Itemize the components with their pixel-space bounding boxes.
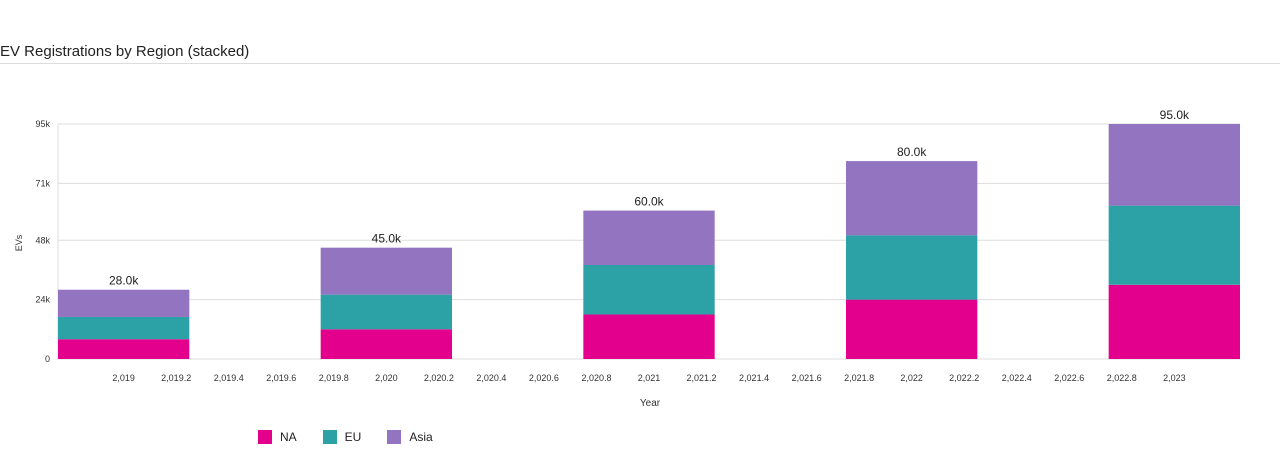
legend-swatch <box>322 430 337 444</box>
total-label: 95.0k <box>1160 108 1190 122</box>
total-label: 60.0k <box>634 195 664 209</box>
bar-na-2020[interactable] <box>320 329 452 359</box>
x-tick-label: 2,021.8 <box>844 373 874 383</box>
bar-eu-2019[interactable] <box>58 316 190 340</box>
chart-header: EV Registrations by Region (stacked) <box>0 0 1280 64</box>
x-tick-label: 2,019.4 <box>214 373 244 383</box>
x-tick-label: 2,021.6 <box>792 373 822 383</box>
x-tick-label: 2,021 <box>638 373 661 383</box>
x-tick-label: 2,020.6 <box>529 373 559 383</box>
total-label: 45.0k <box>372 232 402 246</box>
legend-label: EU <box>344 430 362 444</box>
bar-eu-2021[interactable] <box>583 265 715 315</box>
bar-na-2023[interactable] <box>1108 284 1240 359</box>
x-tick-label: 2,020.2 <box>424 373 454 383</box>
y-tick-label: 71k <box>35 178 50 188</box>
legend-item-asia[interactable]: Asia <box>387 430 433 444</box>
bar-na-2019[interactable] <box>58 339 190 359</box>
bar-asia-2022[interactable] <box>846 161 978 236</box>
x-tick-label: 2,020.4 <box>476 373 506 383</box>
x-tick-label: 2,020 <box>375 373 398 383</box>
bar-eu-2022[interactable] <box>846 235 978 300</box>
legend-label: NA <box>280 430 297 444</box>
y-tick-label: 95k <box>35 119 50 129</box>
legend-swatch <box>387 430 402 444</box>
bar-asia-2020[interactable] <box>320 247 452 295</box>
legend-swatch <box>258 430 272 444</box>
x-tick-label: 2,022.2 <box>949 373 979 383</box>
bar-na-2021[interactable] <box>583 314 715 359</box>
x-tick-label: 2,021.4 <box>739 373 769 383</box>
x-tick-label: 2,022.6 <box>1054 373 1084 383</box>
bar-asia-2021[interactable] <box>583 210 715 265</box>
x-tick-label: 2,022.4 <box>1002 373 1032 383</box>
y-axis-ticks: 0 24k 48k 71k 95k <box>35 119 50 364</box>
x-tick-label: 2,019.6 <box>266 373 296 383</box>
x-tick-label: 2,022.8 <box>1107 373 1137 383</box>
x-tick-label: 2,023 <box>1163 373 1186 383</box>
total-labels: 28.0k 45.0k 60.0k 80.0k 95.0k <box>109 108 1190 288</box>
x-tick-label: 2,019.2 <box>161 373 191 383</box>
legend-label: Asia <box>409 430 433 444</box>
x-tick-label: 2,022 <box>900 373 923 383</box>
legend-item-na[interactable]: NA <box>258 430 297 444</box>
y-tick-label: 48k <box>35 235 50 245</box>
x-tick-label: 2,019.8 <box>319 373 349 383</box>
x-tick-label: 2,020.8 <box>581 373 611 383</box>
total-label: 28.0k <box>109 274 139 288</box>
legend: NA EU Asia <box>258 430 459 444</box>
x-tick-label: 2,021.2 <box>687 373 717 383</box>
x-axis-title: Year <box>640 398 661 409</box>
y-tick-label: 0 <box>45 354 50 364</box>
y-tick-label: 24k <box>35 295 50 305</box>
y-axis-title: EVs <box>14 234 24 251</box>
legend-item-eu[interactable]: EU <box>322 430 362 444</box>
bars <box>58 124 1240 359</box>
bar-eu-2023[interactable] <box>1108 205 1240 285</box>
bar-asia-2019[interactable] <box>58 289 190 317</box>
x-tick-label: 2,019 <box>112 373 135 383</box>
bar-na-2022[interactable] <box>846 299 978 359</box>
x-axis-ticks: 2,019 2,019.2 2,019.4 2,019.6 2,019.8 2,020 2,… <box>112 373 1185 383</box>
bar-asia-2023[interactable] <box>1108 124 1240 206</box>
page-title: EV Registrations by Region (stacked) <box>0 43 250 60</box>
bar-eu-2020[interactable] <box>320 294 452 330</box>
total-label: 80.0k <box>897 145 927 159</box>
